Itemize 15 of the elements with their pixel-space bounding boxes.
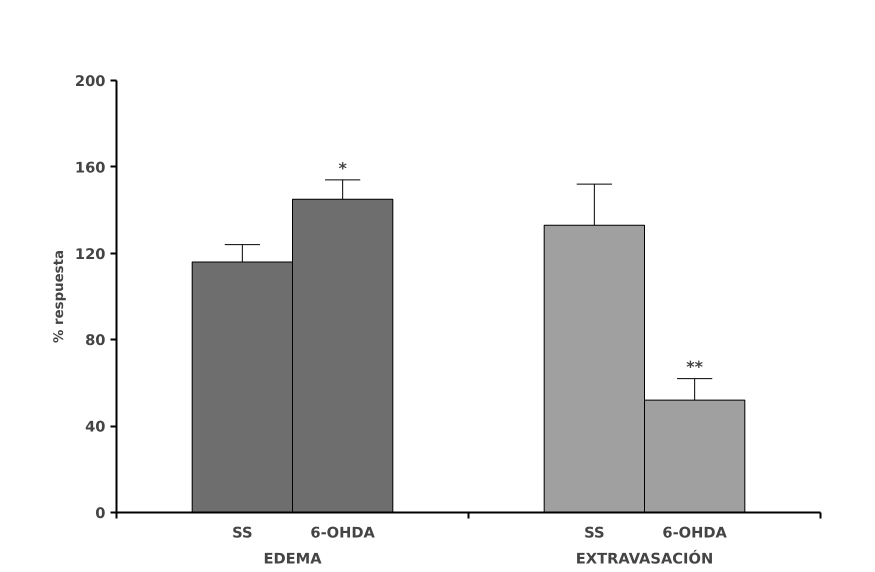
x-tick-label: EXTRAVASACIÓN: [576, 550, 714, 568]
y-tick-label: 200: [74, 73, 106, 90]
data-label: **: [686, 358, 704, 377]
y-tick-label: 40: [85, 418, 106, 436]
series-label: SS: [232, 524, 253, 542]
text: SS: [584, 524, 605, 542]
y-tick-label: 80: [85, 332, 106, 350]
y-tick-label: 160: [74, 159, 106, 176]
x-tick-label: EDEMA: [263, 550, 322, 568]
y-tick-label: 0: [95, 505, 106, 522]
y-tick-label: 120: [74, 246, 106, 263]
data-label: *: [338, 158, 348, 178]
series-label: 6-OHDA: [310, 524, 376, 542]
y-axis-title: % respuesta: [52, 250, 67, 343]
text: 6-OHDA: [662, 524, 727, 542]
